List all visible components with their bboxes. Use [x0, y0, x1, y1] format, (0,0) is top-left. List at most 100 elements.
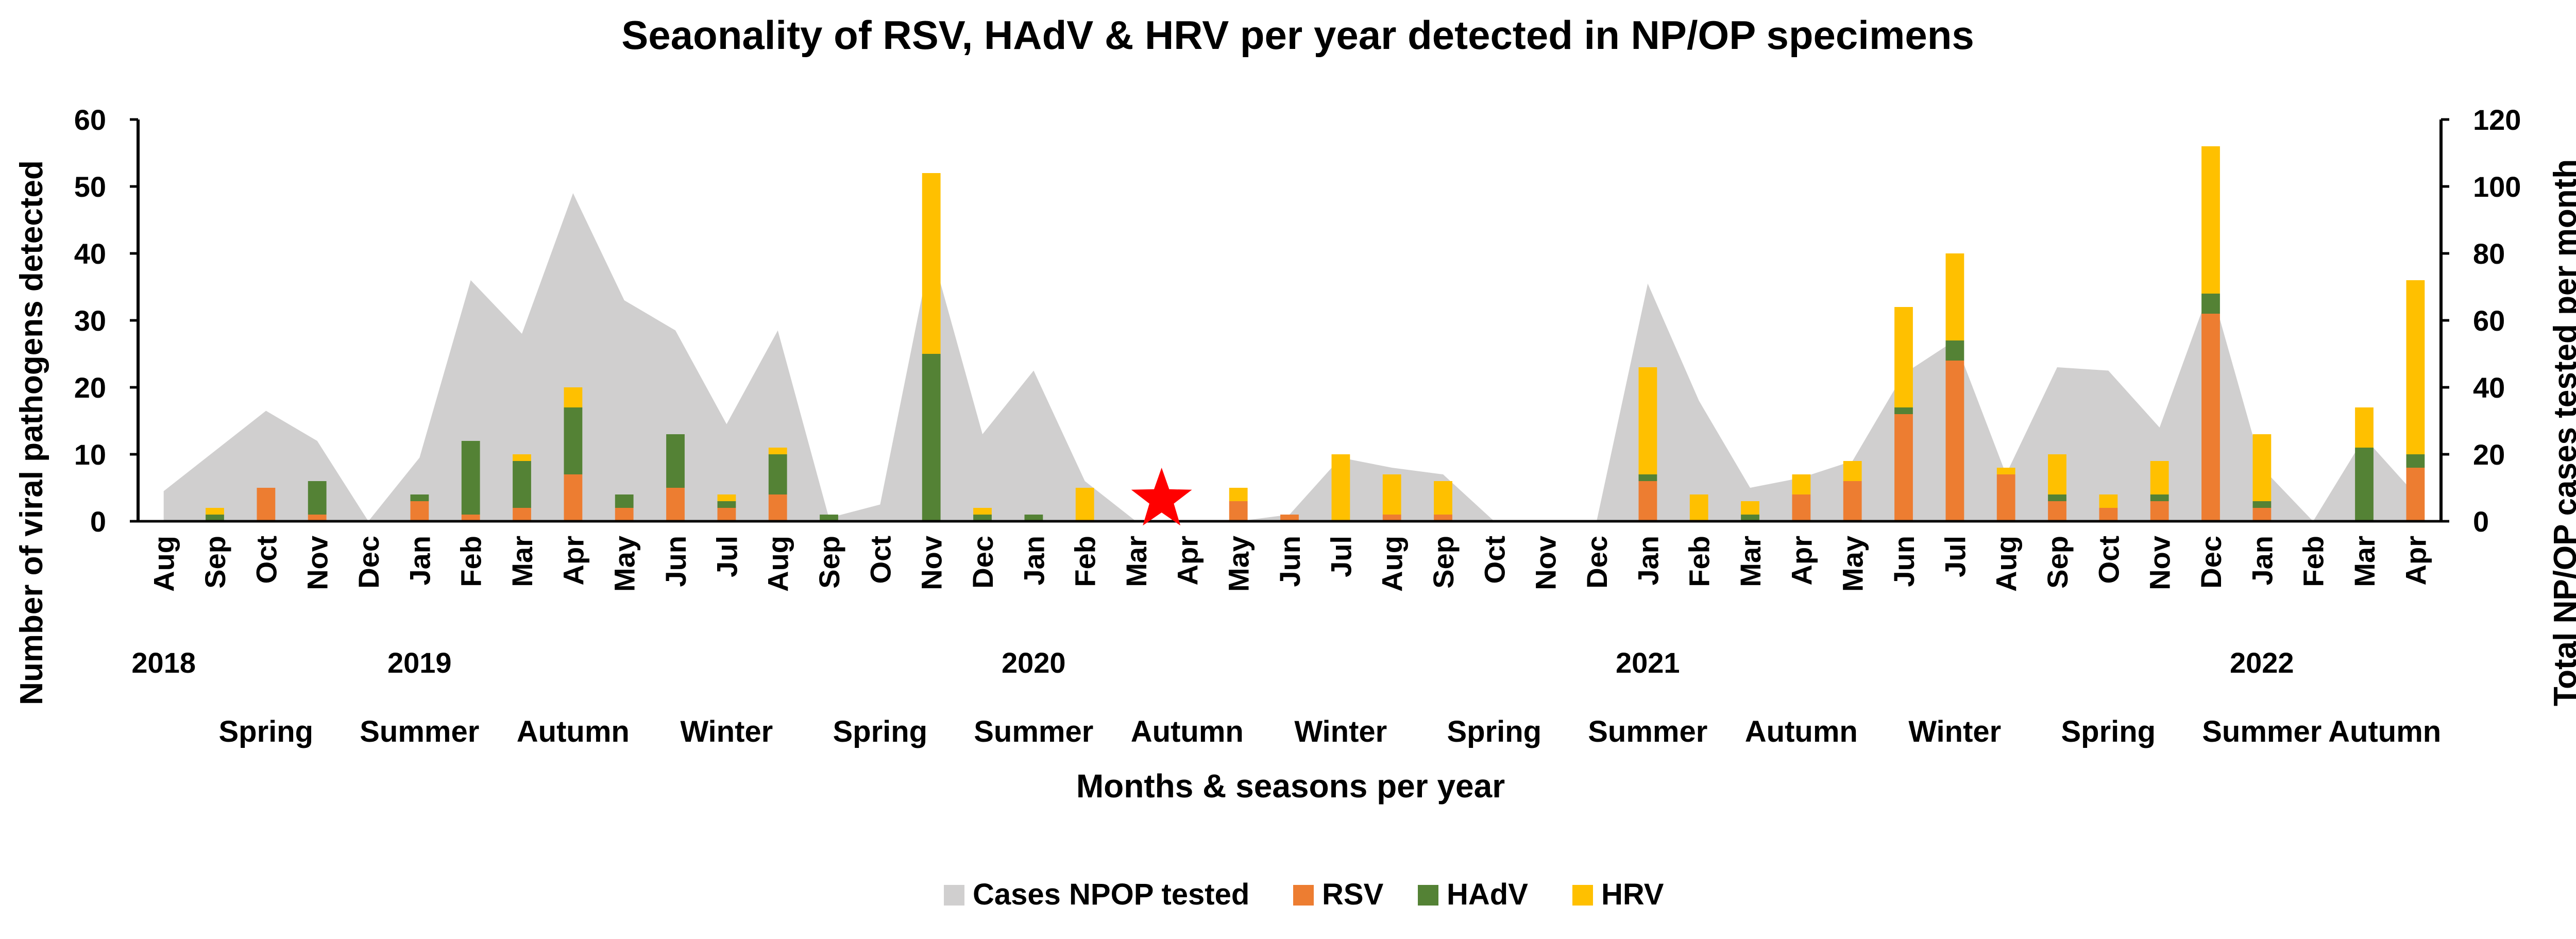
bar-hrv-21	[1229, 488, 1248, 501]
y-tick-label: 20	[74, 371, 106, 404]
bar-hrv-35	[1945, 253, 1964, 340]
y2-tick-label: 80	[2473, 237, 2505, 270]
bar-hrv-11	[717, 494, 736, 501]
season-label: Winter	[680, 715, 773, 748]
x-tick-label: Mar	[1120, 536, 1153, 587]
x-tick-label: Aug	[762, 536, 794, 592]
y2-tick-label: 60	[2473, 304, 2505, 337]
bar-hrv-36	[1996, 468, 2015, 474]
bar-rsv-44	[2406, 468, 2425, 521]
bar-rsv-40	[2201, 314, 2220, 521]
x-tick-label: Nov	[1530, 536, 1562, 590]
x-tick-label: Dec	[1581, 536, 1613, 589]
x-tick-label: Dec	[2195, 536, 2227, 589]
season-label: Winter	[1908, 715, 2001, 748]
x-tick-label: Aug	[148, 536, 180, 592]
x-tick-label: Feb	[2297, 536, 2330, 587]
bar-hadv-37	[2048, 494, 2066, 501]
bar-hrv-41	[2252, 434, 2272, 501]
bar-rsv-10	[666, 488, 685, 521]
season-label: Summer	[1588, 715, 1707, 748]
bar-hrv-32	[1792, 474, 1811, 494]
x-tick-label: Jul	[1325, 536, 1357, 577]
x-tick-label: Jul	[710, 536, 743, 577]
y-tick-label: 40	[74, 237, 106, 270]
x-tick-label: Sep	[199, 536, 231, 589]
bar-hadv-7	[513, 461, 531, 508]
bar-hadv-41	[2252, 501, 2272, 508]
bar-hadv-1	[206, 515, 224, 521]
year-label: 2022	[2230, 646, 2294, 679]
bar-hrv-7	[513, 454, 531, 461]
bar-rsv-32	[1792, 494, 1811, 521]
legend-label-hrv: HRV	[1601, 878, 1664, 911]
bar-hrv-44	[2406, 280, 2425, 454]
x-tick-label: Sep	[1427, 536, 1460, 589]
y-tick-label: 60	[74, 104, 106, 136]
legend-swatch-rsv	[1293, 885, 1314, 906]
bar-hrv-39	[2150, 461, 2169, 494]
x-tick-label: Jul	[1939, 536, 1971, 577]
x-tick-label: Mar	[2348, 536, 2381, 587]
x-tick-label: Oct	[250, 536, 282, 584]
season-label: Summer	[2202, 715, 2321, 748]
season-label: Spring	[2061, 715, 2156, 748]
x-tick-label: Apr	[1785, 536, 1818, 585]
y2-tick-label: 120	[2473, 104, 2521, 136]
x-tick-label: Oct	[2092, 536, 2125, 584]
x-tick-label: Apr	[557, 536, 589, 585]
season-label: Autumn	[1745, 715, 1858, 748]
y-tick-label: 30	[74, 304, 106, 337]
bar-hrv-12	[768, 448, 787, 454]
x-tick-label: Mar	[506, 536, 538, 587]
bar-hadv-29	[1638, 474, 1657, 481]
x-tick-label: Oct	[1478, 536, 1511, 584]
bar-hrv-8	[564, 387, 583, 407]
bar-hadv-40	[2201, 294, 2220, 314]
bar-hrv-43	[2355, 407, 2374, 448]
season-label: Summer	[360, 715, 479, 748]
x-tick-label: Jan	[1632, 536, 1664, 586]
y-tick-label: 50	[74, 170, 106, 203]
y2-tick-label: 0	[2473, 505, 2489, 538]
bar-hadv-31	[1741, 515, 1759, 521]
legend-swatch-hadv	[1418, 885, 1438, 906]
season-label: Autumn	[517, 715, 630, 748]
axes-layer	[130, 118, 2449, 523]
y2-tick-label: 40	[2473, 371, 2505, 404]
x-tick-label: Sep	[2041, 536, 2074, 589]
bar-rsv-2	[257, 488, 276, 521]
y2-tick-label: 100	[2473, 170, 2521, 203]
bar-hadv-3	[308, 481, 327, 515]
bar-hrv-33	[1843, 461, 1862, 481]
x-tick-label: Jan	[1018, 536, 1050, 586]
bar-hadv-10	[666, 434, 685, 488]
year-label: 2019	[387, 646, 452, 679]
bar-hadv-44	[2406, 454, 2425, 468]
bar-rsv-39	[2150, 501, 2169, 521]
bar-rsv-3	[308, 515, 327, 521]
x-tick-label: Apr	[1171, 536, 1204, 585]
x-tick-label: Jun	[659, 536, 692, 587]
x-tick-label: May	[1223, 536, 1255, 592]
cases-area	[163, 193, 2416, 521]
bar-hrv-23	[1331, 454, 1350, 521]
bar-rsv-21	[1229, 501, 1248, 521]
x-tick-label: May	[608, 536, 641, 592]
bar-hrv-30	[1689, 494, 1708, 521]
y2-axis-label: Total NP/OP cases tested per month	[2548, 159, 2576, 706]
x-tick-label: Nov	[2144, 536, 2176, 590]
x-tick-label: Feb	[455, 536, 487, 587]
bar-hrv-16	[973, 508, 992, 515]
bar-hrv-37	[2048, 454, 2066, 494]
red-star-marker	[1131, 468, 1192, 526]
bar-hrv-31	[1741, 501, 1759, 515]
legend-swatch-hrv	[1572, 885, 1593, 906]
bars-layer	[206, 146, 2425, 521]
bar-rsv-5	[410, 501, 429, 521]
year-label: 2018	[131, 646, 196, 679]
x-tick-label: Dec	[352, 536, 385, 589]
season-label: Summer	[974, 715, 1093, 748]
bar-hrv-34	[1894, 307, 1913, 407]
